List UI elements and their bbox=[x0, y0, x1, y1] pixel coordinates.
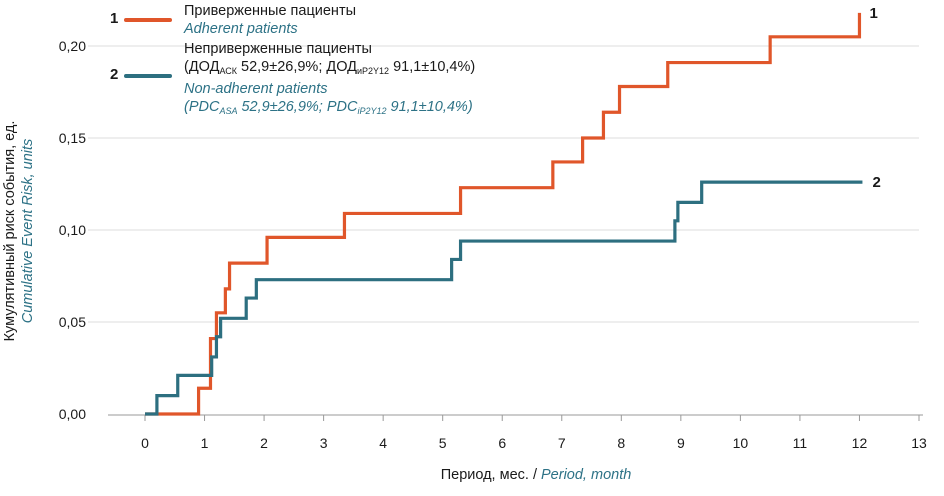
legend-swatch-1 bbox=[124, 18, 172, 22]
legend-label-2-ru: Неприверженные пациенты bbox=[184, 41, 372, 57]
y-tick-label: 0,10 bbox=[59, 222, 86, 238]
x-axis-ticks: 0 1 2 3 4 5 6 7 8 9 10 11 12 13 bbox=[141, 415, 927, 451]
x-tick-label: 3 bbox=[320, 435, 328, 451]
legend-number-1: 1 bbox=[110, 10, 119, 27]
x-tick-label: 2 bbox=[260, 435, 268, 451]
x-tick-label: 9 bbox=[677, 435, 685, 451]
x-axis-label-ru: Период, мес. / bbox=[441, 467, 541, 483]
x-tick-label: 5 bbox=[439, 435, 447, 451]
y-tick-label: 0,15 bbox=[59, 130, 86, 146]
series-lines bbox=[145, 12, 863, 416]
legend-label-1-ru: Приверженные пациенты bbox=[184, 3, 357, 19]
x-tick-label: 1 bbox=[201, 435, 209, 451]
y-tick-label: 0,05 bbox=[59, 314, 86, 330]
legend: 1 Приверженные пациенты Adherent patient… bbox=[108, 2, 538, 120]
series-line-2 bbox=[145, 180, 863, 416]
x-axis-label-en: Period, month bbox=[541, 467, 631, 483]
legend-item-2: 2 Неприверженные пациенты (ДОДАСК 52,9±2… bbox=[108, 40, 538, 120]
legend-swatch-2 bbox=[124, 74, 172, 78]
y-tick-label: 0,00 bbox=[59, 406, 86, 422]
y-axis-label-ru: Кумулятивный риск события, ед. bbox=[2, 121, 18, 342]
x-tick-label: 8 bbox=[617, 435, 625, 451]
x-tick-label: 7 bbox=[558, 435, 566, 451]
legend-label-2-en: Non-adherent patients bbox=[184, 81, 328, 97]
series-end-label-2: 2 bbox=[872, 174, 880, 191]
legend-label-2-en-details: (PDCASA 52,9±26,9%; PDCiP2Y12 91,1±10,4%… bbox=[184, 99, 473, 116]
legend-item-1: 1 Приверженные пациенты Adherent patient… bbox=[108, 2, 538, 38]
x-tick-label: 6 bbox=[498, 435, 506, 451]
y-axis-label-en: Cumulative Event Risk, units bbox=[20, 139, 36, 324]
x-axis-label: Период, мес. / Period, month bbox=[441, 467, 632, 483]
x-tick-label: 11 bbox=[793, 435, 808, 451]
legend-label-2-ru-details: (ДОДАСК 52,9±26,9%; ДОДиP2Y12 91,1±10,4%… bbox=[184, 59, 476, 76]
x-tick-label: 12 bbox=[852, 435, 868, 451]
series-end-labels: 12 bbox=[869, 5, 880, 191]
x-tick-label: 0 bbox=[141, 435, 149, 451]
series-end-label-1: 1 bbox=[869, 5, 877, 22]
y-axis-ticks: 0,00 0,05 0,10 0,15 0,20 bbox=[59, 38, 86, 422]
gridlines bbox=[88, 45, 919, 323]
x-tick-label: 4 bbox=[379, 435, 387, 451]
legend-label-1-en: Adherent patients bbox=[184, 21, 298, 37]
x-tick-label: 10 bbox=[733, 435, 749, 451]
legend-number-2: 2 bbox=[110, 66, 119, 83]
x-tick-label: 13 bbox=[911, 435, 927, 451]
y-tick-label: 0,20 bbox=[59, 38, 86, 54]
